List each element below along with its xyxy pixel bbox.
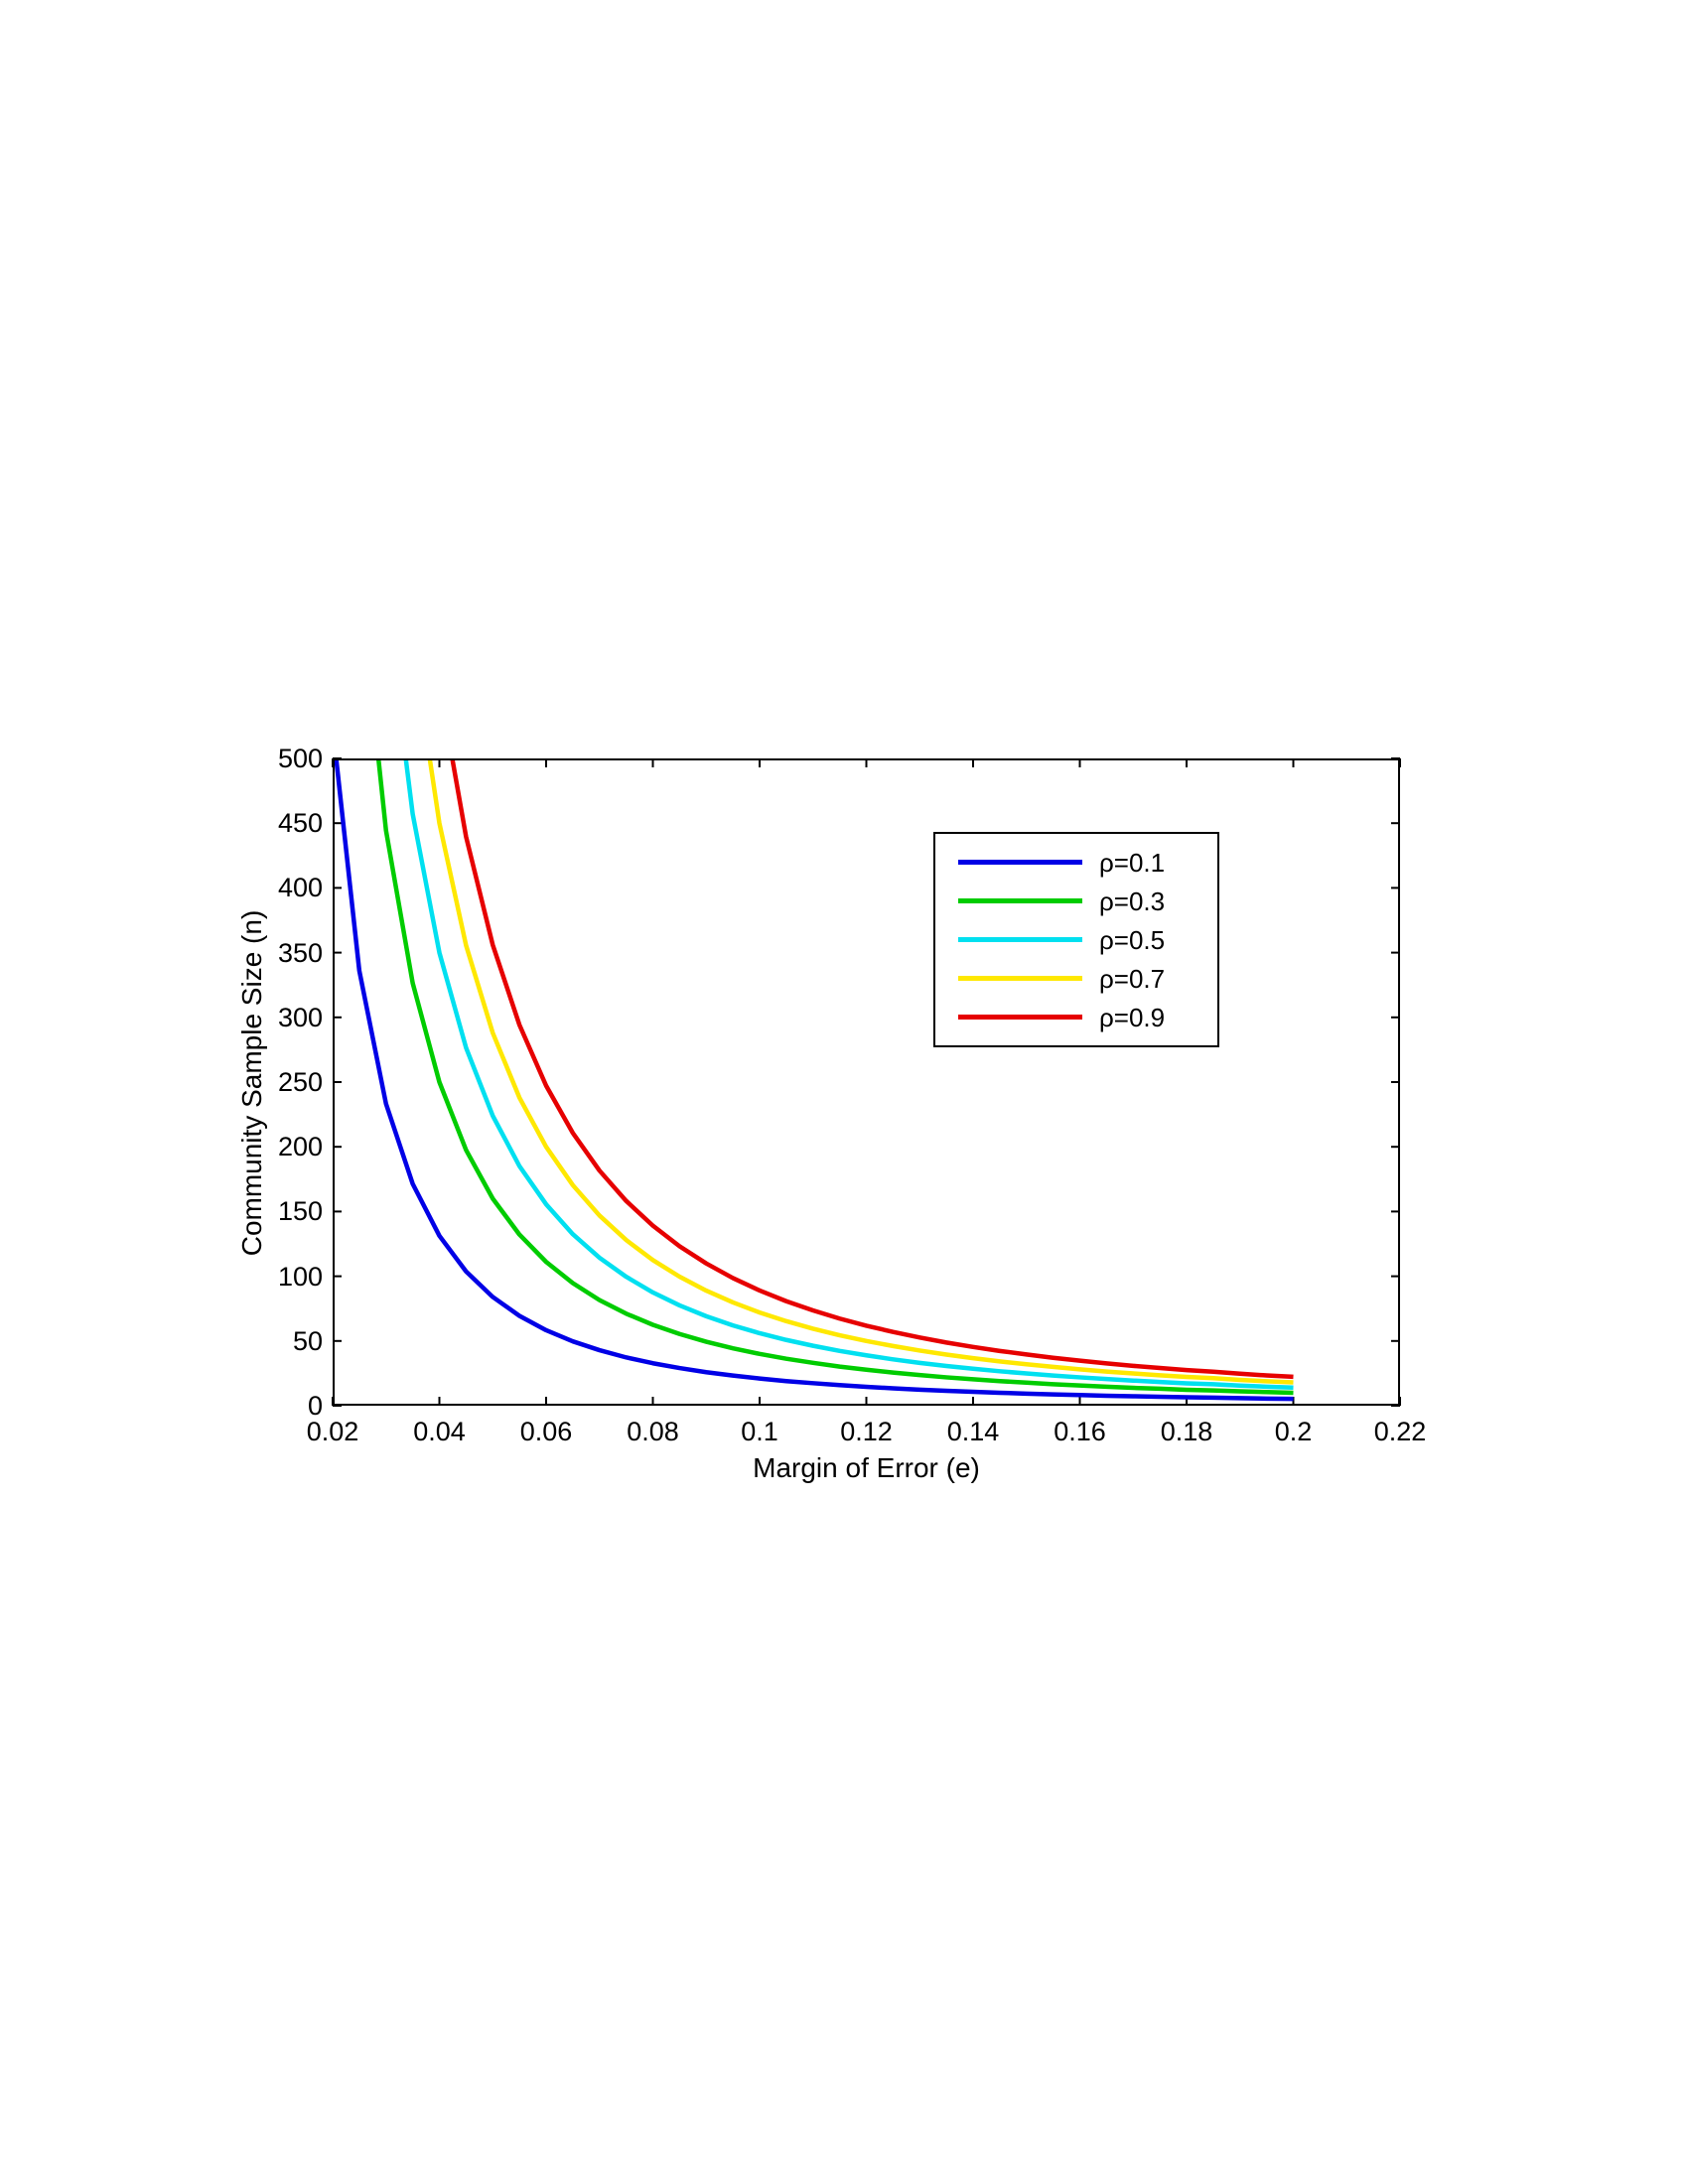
legend-item: ρ=0.5 bbox=[935, 923, 1217, 957]
legend-label: ρ=0.1 bbox=[1099, 847, 1166, 878]
plot-box-border bbox=[333, 758, 1400, 1406]
x-axis-label: Margin of Error (e) bbox=[753, 1452, 980, 1483]
y-tick-label: 50 bbox=[292, 1325, 323, 1356]
y-tick-label: 400 bbox=[277, 873, 323, 903]
legend-label: ρ=0.7 bbox=[1099, 963, 1166, 994]
legend-line-sample bbox=[958, 860, 1082, 865]
series-line-3 bbox=[403, 758, 1294, 1390]
legend-line-sample bbox=[958, 976, 1082, 981]
y-axis-label: Community Sample Size (n) bbox=[236, 909, 267, 1257]
series-line-4 bbox=[427, 758, 1294, 1385]
x-tick-label: 0.14 bbox=[946, 1417, 1000, 1446]
legend-item: ρ=0.9 bbox=[935, 1001, 1217, 1034]
x-tick-label: 0.02 bbox=[306, 1417, 359, 1446]
x-tick-label: 0.16 bbox=[1054, 1417, 1106, 1446]
x-tick-label: 0.22 bbox=[1373, 1417, 1427, 1446]
x-tick-label: 0.12 bbox=[840, 1417, 893, 1446]
series-line-5 bbox=[450, 758, 1294, 1380]
legend-line-sample bbox=[958, 1015, 1082, 1020]
x-tick-label: 0.18 bbox=[1160, 1417, 1213, 1446]
y-tick-label: 150 bbox=[277, 1196, 323, 1227]
x-tick-label: 0.08 bbox=[627, 1417, 679, 1446]
x-tick-label: 0.1 bbox=[741, 1417, 778, 1446]
y-tick-label: 500 bbox=[277, 744, 323, 773]
x-tick-label: 0.06 bbox=[519, 1417, 573, 1446]
legend-item: ρ=0.7 bbox=[935, 962, 1217, 996]
series-line-1 bbox=[334, 758, 1294, 1402]
x-tick-label: 0.04 bbox=[413, 1417, 466, 1446]
legend-label: ρ=0.3 bbox=[1099, 886, 1166, 916]
y-tick-label: 350 bbox=[277, 937, 323, 968]
legend-item: ρ=0.1 bbox=[935, 846, 1217, 880]
legend: ρ=0.1 ρ=0.3 ρ=0.5 ρ=0.7 ρ=0.9 bbox=[933, 832, 1219, 1047]
y-tick-label: 100 bbox=[277, 1261, 323, 1292]
y-tick-label: 450 bbox=[277, 808, 323, 839]
y-tick-label: 300 bbox=[277, 1002, 323, 1032]
y-tick-label: 200 bbox=[277, 1132, 323, 1162]
legend-item: ρ=0.3 bbox=[935, 885, 1217, 918]
legend-line-sample bbox=[958, 937, 1082, 942]
x-tick-label: 0.2 bbox=[1274, 1417, 1313, 1446]
legend-label: ρ=0.9 bbox=[1099, 1002, 1166, 1032]
legend-label: ρ=0.5 bbox=[1099, 924, 1166, 955]
series-line-2 bbox=[375, 758, 1294, 1396]
y-tick-label: 250 bbox=[277, 1067, 323, 1097]
y-tick-label: 0 bbox=[307, 1391, 323, 1421]
legend-line-sample bbox=[958, 898, 1082, 903]
plot-area bbox=[332, 757, 1401, 1407]
